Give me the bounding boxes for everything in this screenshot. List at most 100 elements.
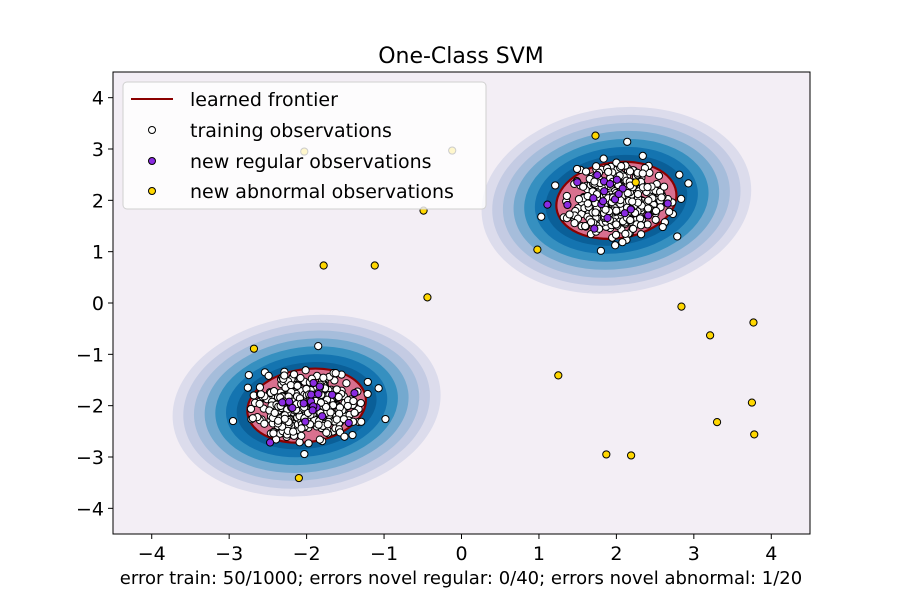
new-regular-point <box>600 187 609 196</box>
training-point <box>348 430 357 440</box>
new-regular-point <box>265 438 275 447</box>
new-regular-point <box>593 170 602 180</box>
training-point <box>579 182 588 191</box>
training-point <box>581 221 590 231</box>
training-point <box>675 170 684 179</box>
legend-entry-frontier: learned frontier <box>190 89 338 111</box>
new-regular-point <box>614 189 623 199</box>
training-point <box>340 432 349 441</box>
new-abnormal-point <box>423 293 432 302</box>
new-abnormal-point <box>602 450 611 459</box>
legend-entry-training: training observations <box>190 120 392 142</box>
legend-entry-regular: new regular observations <box>190 151 432 173</box>
y-tick-label: 1 <box>92 242 104 264</box>
new-regular-point <box>315 382 324 391</box>
training-point <box>626 215 635 225</box>
new-abnormal-point <box>705 331 715 340</box>
training-point <box>274 416 283 425</box>
training-point <box>633 190 643 199</box>
new-regular-point <box>285 397 294 406</box>
training-point <box>289 427 298 436</box>
scatter-points <box>228 131 759 483</box>
training-point <box>332 415 341 424</box>
legend-entry-abnormal: new abnormal observations <box>190 181 454 203</box>
training-point <box>660 182 669 191</box>
y-tick-label: −3 <box>76 447 104 469</box>
training-point <box>244 371 253 380</box>
training-point <box>570 219 579 228</box>
legend-regular-marker <box>148 157 156 165</box>
new-abnormal-point <box>749 318 758 327</box>
training-point <box>280 414 289 423</box>
training-point <box>636 221 646 230</box>
new-regular-point <box>598 197 608 206</box>
new-regular-point <box>328 390 337 399</box>
new-regular-point <box>612 175 622 184</box>
training-point <box>599 154 608 163</box>
training-point <box>591 208 600 217</box>
new-regular-point <box>344 418 353 428</box>
training-point <box>617 162 626 171</box>
training-point <box>314 420 323 429</box>
new-regular-point <box>543 200 552 209</box>
training-point <box>363 377 372 387</box>
training-point <box>293 381 302 390</box>
new-regular-point <box>278 398 287 407</box>
training-point <box>574 195 584 204</box>
training-point <box>297 431 306 440</box>
training-point <box>651 206 661 216</box>
training-point <box>618 238 627 247</box>
training-point <box>586 218 596 227</box>
training-point <box>243 383 252 392</box>
training-point <box>289 370 299 379</box>
legend-training-marker <box>148 126 156 134</box>
training-point <box>551 181 560 190</box>
training-point <box>623 137 632 146</box>
chart-title: One-Class SVM <box>378 44 544 69</box>
training-point <box>665 207 674 216</box>
new-abnormal-point <box>750 430 759 439</box>
new-abnormal-point <box>627 451 636 460</box>
new-regular-point <box>620 209 629 218</box>
training-point <box>331 369 340 378</box>
legend: learned frontier training observations n… <box>122 81 487 210</box>
x-axis-label: error train: 50/1000; errors novel regul… <box>120 568 802 589</box>
training-point <box>350 408 359 417</box>
new-abnormal-point <box>677 302 686 311</box>
training-point <box>264 371 273 380</box>
training-point <box>297 424 306 433</box>
axis-ticks: −4 −3 −2 −1 0 1 2 3 4 −4 −3 −2 −1 0 1 2 3 4 <box>76 88 777 565</box>
training-point <box>612 206 621 215</box>
training-point <box>644 196 653 205</box>
new-abnormal-point <box>533 245 542 254</box>
new-abnormal-point <box>712 417 722 427</box>
new-abnormal-point <box>370 261 379 270</box>
training-point <box>657 193 666 202</box>
training-point <box>651 215 660 224</box>
training-point <box>246 404 256 414</box>
training-point <box>255 399 264 409</box>
training-point <box>611 241 620 250</box>
y-tick-label: 3 <box>92 139 104 161</box>
new-regular-point <box>603 213 612 223</box>
training-point <box>604 167 613 176</box>
new-regular-point <box>590 224 599 233</box>
new-regular-point <box>308 406 317 415</box>
training-point <box>612 220 621 229</box>
training-point <box>363 389 372 399</box>
training-point <box>562 191 571 201</box>
x-tick-label: 0 <box>455 543 467 565</box>
training-point <box>332 385 341 394</box>
training-point <box>349 396 358 406</box>
new-regular-point <box>318 412 327 421</box>
training-point <box>228 416 238 426</box>
new-regular-point <box>663 199 672 208</box>
legend-abnormal-marker <box>148 187 156 195</box>
x-tick-label: −2 <box>293 543 321 565</box>
new-regular-point <box>288 403 297 413</box>
new-regular-point <box>314 389 323 399</box>
training-point <box>301 366 310 375</box>
training-point <box>280 371 289 380</box>
training-point <box>638 169 647 178</box>
